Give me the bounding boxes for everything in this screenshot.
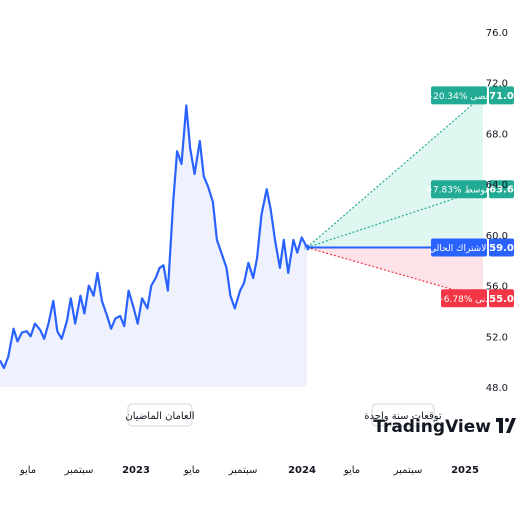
forecast-current-badge: الاشتراك الحالي 59.0 xyxy=(429,238,514,257)
forecast-avg-badge-text: +7.83% متوسط xyxy=(425,186,492,196)
y-tick-label: 76.0 xyxy=(486,28,508,39)
y-tick-label: 60.0 xyxy=(486,231,508,242)
forecast-min-badge-value: 55.0 xyxy=(489,294,514,305)
forecast-max-badge-text: +20.34% أقصى xyxy=(426,90,493,102)
y-tick-label: 52.0 xyxy=(486,332,508,343)
tradingview-logo: TradingView xyxy=(373,417,516,437)
tradingview-logo-text: TradingView xyxy=(373,417,491,437)
period-label-past-text: العامان الماضيان xyxy=(125,411,194,422)
forecast-avg-line xyxy=(306,188,484,249)
x-tick-label: مايو xyxy=(343,465,360,476)
y-tick-label: 68.0 xyxy=(486,129,508,140)
forecast-down-area xyxy=(306,247,483,299)
x-tick-label: سبتمبر xyxy=(228,465,258,476)
x-tick-label: 2023 xyxy=(122,465,150,476)
x-tick-label: 2025 xyxy=(451,465,479,476)
x-tick-label: 2024 xyxy=(288,465,316,476)
history-series xyxy=(0,104,308,387)
forecast-current-badge-value: 59.0 xyxy=(489,243,514,254)
y-tick-label: 48.0 xyxy=(486,383,508,394)
x-axis: مايو سبتمبر 2023 مايو سبتمبر 2024 مايو سبتمبر 20… xyxy=(19,465,479,476)
period-label-future: توقعات سنة واحدة xyxy=(364,403,442,427)
history-area xyxy=(0,105,307,387)
x-tick-label: سبتمبر xyxy=(393,465,423,476)
x-tick-label: مايو xyxy=(183,465,200,476)
y-tick-label: 64.0 xyxy=(486,180,508,191)
history-line xyxy=(0,104,308,370)
forecast-avg-badge-value: 63.6 xyxy=(489,185,514,196)
forecast-min-badge-text: −6.78% أدنى xyxy=(436,293,492,305)
forecast-max-line xyxy=(306,94,484,248)
x-tick-label: مايو xyxy=(19,465,36,476)
y-axis: 76.0 72.0 68.0 64.0 60.0 56.0 52.0 48.0 xyxy=(486,28,508,394)
period-label-past: العامان الماضيان xyxy=(125,403,195,427)
period-label-future-text: توقعات سنة واحدة xyxy=(364,411,442,422)
y-tick-label: 72.0 xyxy=(486,79,508,90)
forecast-max-badge-value: 71.0 xyxy=(489,91,514,102)
x-tick-label: سبتمبر xyxy=(64,465,94,476)
tradingview-logo-icon xyxy=(496,418,516,433)
forecast-current-badge-text: الاشتراك الحالي xyxy=(429,244,489,254)
y-tick-label: 56.0 xyxy=(486,282,508,293)
